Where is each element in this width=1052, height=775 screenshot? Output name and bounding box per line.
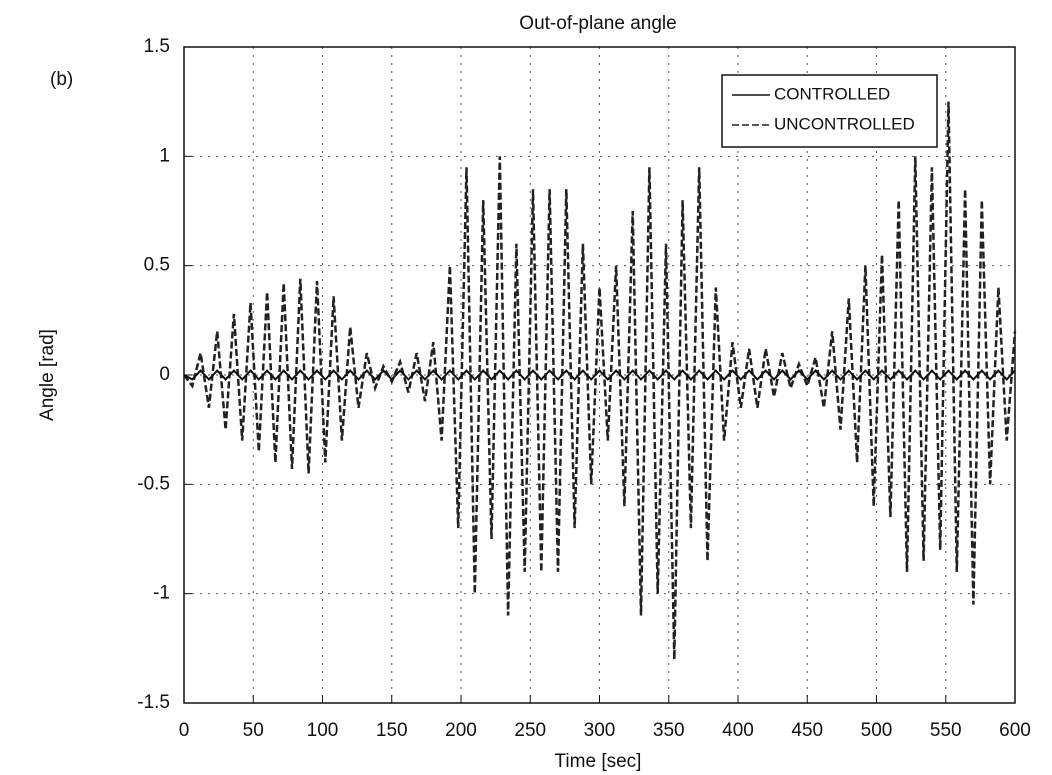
y-axis-label: Angle [rad] xyxy=(37,329,58,421)
panel-label: (b) xyxy=(50,69,73,90)
x-tick-label: 0 xyxy=(179,720,190,741)
x-tick-label: 350 xyxy=(653,720,685,741)
y-tick-label: -1 xyxy=(153,583,170,604)
legend-label: UNCONTROLLED xyxy=(774,114,915,133)
x-tick-label: 100 xyxy=(307,720,339,741)
series-line xyxy=(183,101,1017,660)
x-axis-label: Time [sec] xyxy=(555,751,642,772)
chart-title: Out-of-plane angle xyxy=(519,13,676,34)
x-tick-label: 300 xyxy=(584,720,616,741)
legend-box xyxy=(721,74,938,148)
x-tick-label: 250 xyxy=(514,720,546,741)
x-tick-label: 50 xyxy=(243,720,264,741)
y-tick-label: -0.5 xyxy=(137,473,170,494)
y-tick-label: 1 xyxy=(159,145,170,166)
legend-label: CONTROLLED xyxy=(774,84,890,103)
y-tick-label: -1.5 xyxy=(137,692,170,713)
x-tick-label: 500 xyxy=(861,720,893,741)
x-tick-label: 400 xyxy=(722,720,754,741)
x-tick-label: 550 xyxy=(930,720,962,741)
series-line xyxy=(183,369,1016,381)
y-tick-label: 0 xyxy=(159,364,170,385)
x-tick-label: 450 xyxy=(791,720,823,741)
y-tick-label: 0.5 xyxy=(144,255,170,276)
y-tick-label: 1.5 xyxy=(144,36,170,57)
x-tick-label: 200 xyxy=(445,720,477,741)
x-tick-label: 150 xyxy=(376,720,408,741)
x-tick-label: 600 xyxy=(999,720,1031,741)
